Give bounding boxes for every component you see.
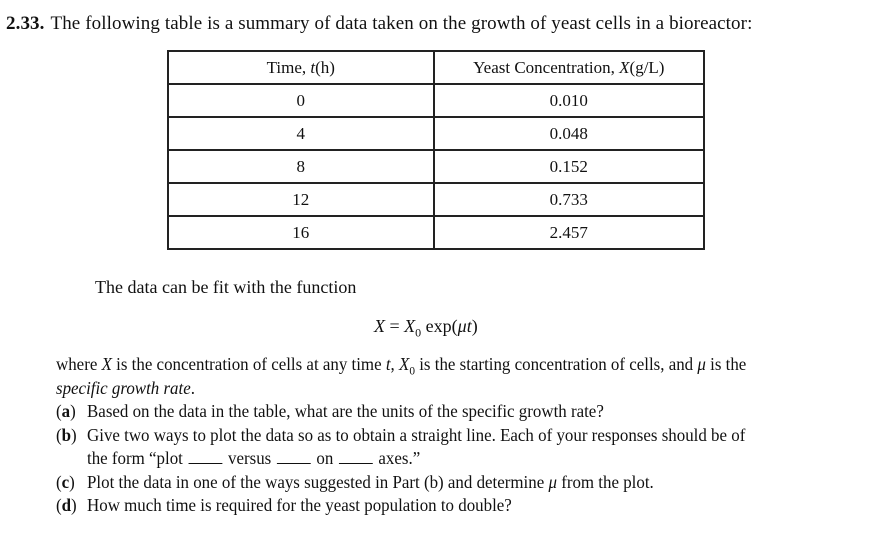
question-text: How much time is required for the yeast … bbox=[87, 495, 512, 515]
term-specific-growth-rate: specific growth rate bbox=[56, 377, 191, 398]
table-row: 8 0.152 bbox=[167, 149, 706, 184]
cell-time: 8 bbox=[167, 149, 435, 184]
problem-header: 2.33. The following table is a summary of… bbox=[6, 13, 752, 35]
table-row: 12 0.733 bbox=[167, 182, 706, 217]
header-concentration: Yeast Concentration, X(g/L) bbox=[432, 50, 706, 85]
question-text: Based on the data in the table, what are… bbox=[87, 401, 604, 421]
question-text: Give two ways to plot the data so as to … bbox=[87, 424, 746, 445]
answer-blank bbox=[188, 449, 223, 464]
question-label: (c) bbox=[56, 471, 75, 492]
table-header-row: Time, t(h) Yeast Concentration, X(g/L) bbox=[167, 50, 706, 85]
cell-concentration: 0.010 bbox=[432, 83, 706, 118]
question-label: (b) bbox=[56, 424, 77, 445]
question-text: Plot the data in one of the ways suggest… bbox=[87, 471, 654, 492]
cell-time: 0 bbox=[167, 83, 435, 118]
term-definition: specific growth rate. bbox=[56, 377, 195, 398]
cell-time: 12 bbox=[167, 182, 435, 217]
question-c: (c) Plot the data in one of the ways sug… bbox=[56, 471, 822, 495]
table-row: 0 0.010 bbox=[167, 83, 706, 118]
growth-equation: X = X0 exp(μt) bbox=[374, 316, 478, 340]
problem-intro: The following table is a summary of data… bbox=[50, 13, 753, 34]
question-label: (a) bbox=[56, 401, 76, 421]
cell-concentration: 0.152 bbox=[432, 149, 706, 184]
cell-time: 4 bbox=[167, 116, 435, 151]
growth-data-table: Time, t(h) Yeast Concentration, X(g/L) 0… bbox=[167, 50, 706, 250]
answer-blank bbox=[338, 449, 373, 464]
answer-blank bbox=[276, 449, 311, 464]
fit-intro-text: The data can be fit with the function bbox=[95, 277, 357, 297]
question-d: (d) How much time is required for the ye… bbox=[56, 494, 822, 518]
question-b: (b) Give two ways to plot the data so as… bbox=[56, 424, 822, 448]
question-a: (a) Based on the data in the table, what… bbox=[56, 400, 822, 424]
cell-concentration: 0.048 bbox=[432, 116, 706, 151]
question-b-continuation: the form “plot versus on axes.” bbox=[87, 448, 421, 468]
problem-body: where X is the concentration of cells at… bbox=[56, 353, 822, 518]
cell-concentration: 2.457 bbox=[432, 215, 706, 250]
table-row: 16 2.457 bbox=[167, 215, 706, 250]
problem-number: 2.33. bbox=[6, 13, 45, 34]
cell-time: 16 bbox=[167, 215, 435, 250]
variable-description: where X is the concentration of cells at… bbox=[56, 354, 747, 378]
table-row: 4 0.048 bbox=[167, 116, 706, 151]
question-label: (d) bbox=[56, 495, 77, 515]
cell-concentration: 0.733 bbox=[432, 182, 706, 217]
header-time: Time, t(h) bbox=[167, 50, 435, 85]
